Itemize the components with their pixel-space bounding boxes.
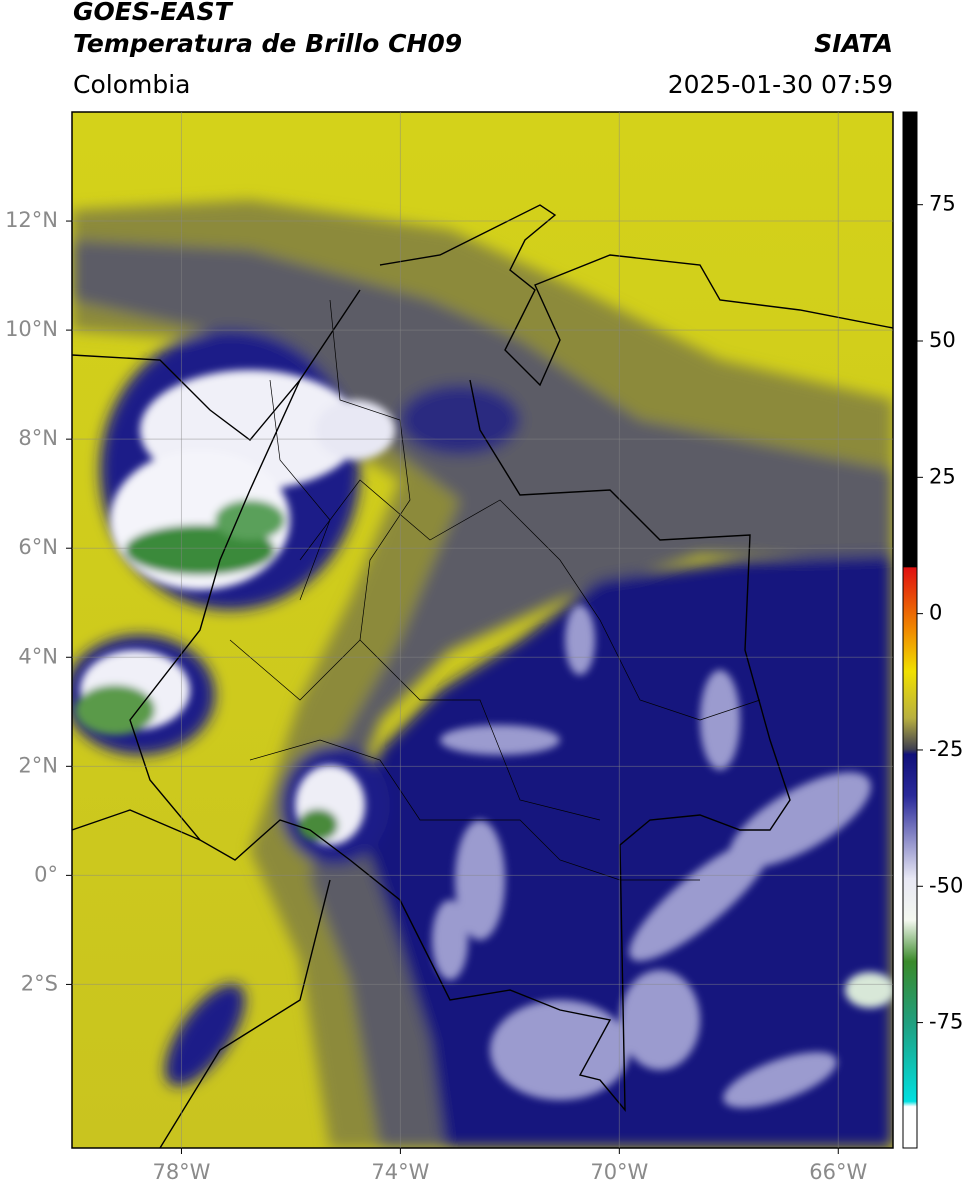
x-tick-label: 78°W: [152, 1160, 210, 1184]
y-tick-label: 0°: [34, 862, 58, 886]
map-frame: [71, 111, 894, 1149]
colorbar-tick-label: -25: [929, 737, 963, 761]
y-tick-label: 8°N: [18, 426, 58, 450]
colorbar-tick-label: 50: [929, 328, 956, 352]
title: GOES-EAST: [73, 0, 234, 26]
y-tick-label: 12°N: [5, 208, 58, 232]
y-tick-label: 2°S: [21, 971, 58, 995]
x-tick-label: 74°W: [371, 1160, 429, 1184]
colorbar-tick-label: -50: [929, 873, 963, 897]
subtitle: Temperatura de Brillo CH09: [73, 29, 462, 58]
colorbar-tick-label: -75: [929, 1010, 963, 1034]
y-tick-label: 2°N: [18, 753, 58, 777]
source: SIATA: [814, 29, 893, 58]
colorbar-tick-label: 75: [929, 192, 956, 216]
y-tick-label: 6°N: [18, 535, 58, 559]
colorbar-tick-label: 0: [929, 601, 942, 625]
colorbar: [902, 111, 918, 1149]
y-tick-label: 10°N: [5, 317, 58, 341]
colorbar-tick-label: 25: [929, 464, 956, 488]
region: Colombia: [73, 70, 190, 99]
x-tick-label: 66°W: [809, 1160, 867, 1184]
satellite-image: [72, 112, 893, 1148]
timestamp: 2025-01-30 07:59: [668, 70, 893, 99]
x-tick-label: 70°W: [590, 1160, 648, 1184]
y-tick-label: 4°N: [18, 644, 58, 668]
